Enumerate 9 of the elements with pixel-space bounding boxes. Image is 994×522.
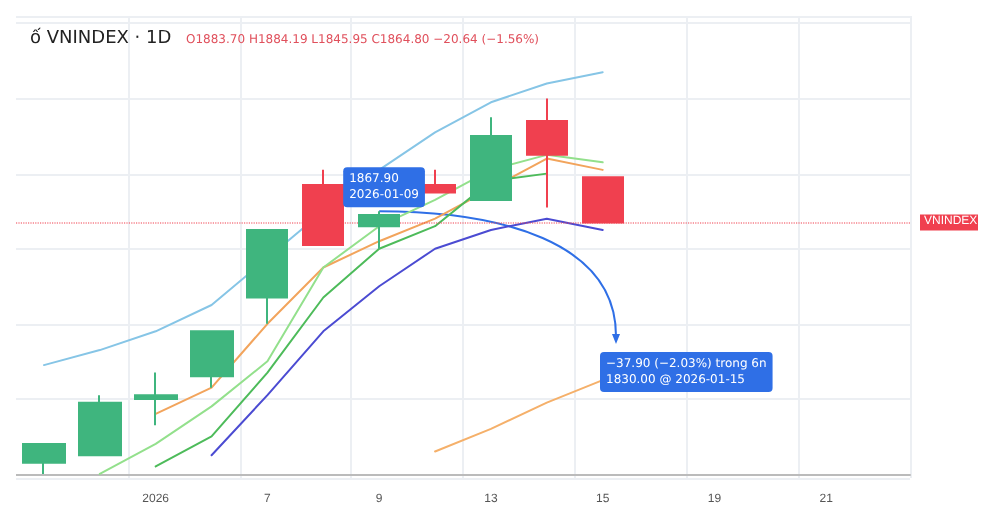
candlestick	[190, 330, 234, 389]
candlestick	[526, 97, 568, 209]
candlestick	[246, 228, 288, 325]
candlestick	[22, 442, 66, 475]
candlestick	[134, 371, 178, 427]
chart-title: ố VNINDEX · 1D	[30, 27, 172, 49]
candlestick	[470, 116, 512, 201]
candlestick	[78, 394, 122, 457]
candlestick	[358, 210, 400, 250]
